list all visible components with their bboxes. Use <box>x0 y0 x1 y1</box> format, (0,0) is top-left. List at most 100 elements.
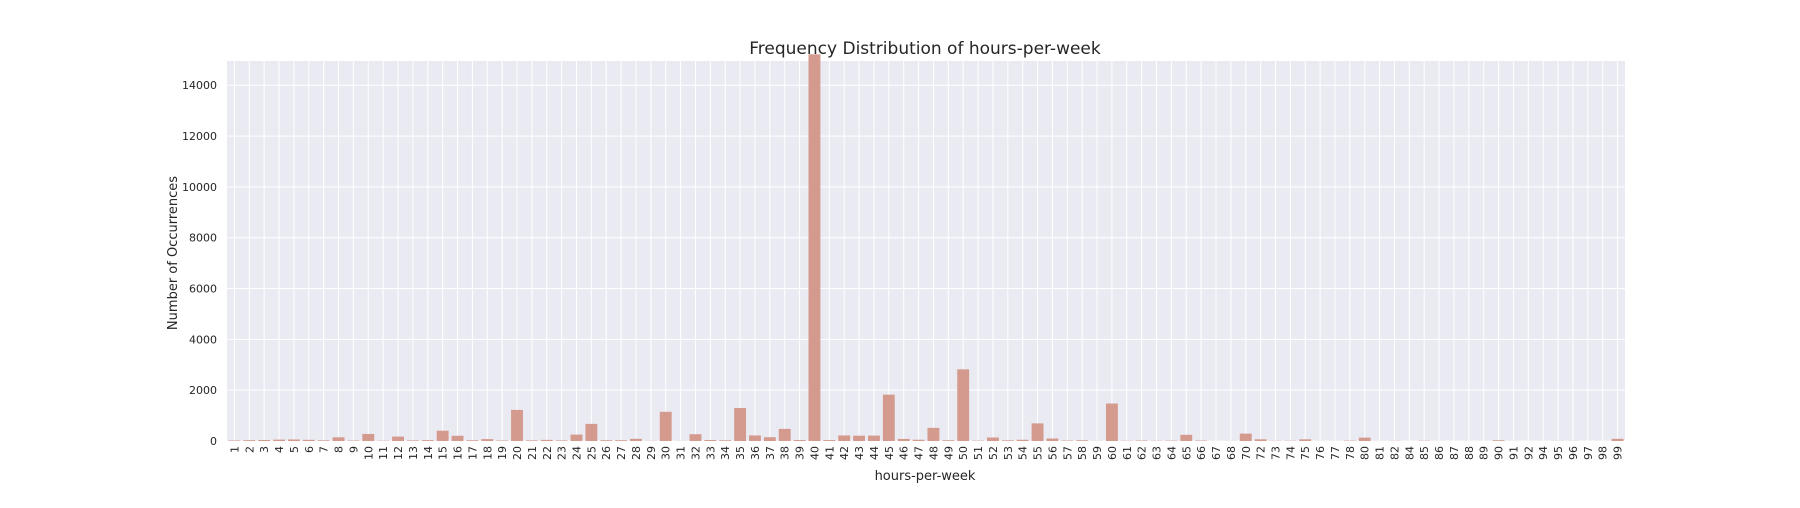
x-tick-label: 98 <box>1597 446 1610 460</box>
bar <box>779 429 791 441</box>
bar <box>704 440 716 441</box>
bar <box>883 395 895 441</box>
x-tick-label: 17 <box>466 446 479 460</box>
x-tick-label: 47 <box>913 446 926 460</box>
bar <box>1032 423 1044 441</box>
x-tick-label: 90 <box>1493 446 1506 460</box>
x-tick-label: 87 <box>1448 446 1461 460</box>
x-tick-label: 45 <box>883 446 896 460</box>
x-tick-label: 52 <box>987 446 1000 460</box>
bar <box>987 437 999 441</box>
x-tick-label: 22 <box>541 446 554 460</box>
y-tick-label: 10000 <box>182 181 217 194</box>
bar <box>318 440 330 441</box>
bar <box>942 440 954 441</box>
x-tick-label: 72 <box>1255 446 1268 460</box>
x-tick-label: 41 <box>823 446 836 460</box>
bar <box>466 440 478 441</box>
x-tick-label: 95 <box>1552 446 1565 460</box>
x-tick-label: 28 <box>630 446 643 460</box>
y-tick-label: 8000 <box>189 232 217 245</box>
x-tick-label: 31 <box>675 446 688 460</box>
bar <box>243 440 255 441</box>
bar <box>734 408 746 441</box>
x-tick-label: 49 <box>942 446 955 460</box>
x-tick-label: 20 <box>511 446 524 460</box>
y-tick-label: 6000 <box>189 283 217 296</box>
bar <box>422 440 434 441</box>
bar <box>809 54 821 441</box>
bar <box>630 439 642 441</box>
x-tick-label: 81 <box>1374 446 1387 460</box>
plot-area <box>227 61 1625 441</box>
bar <box>1299 439 1311 441</box>
bar <box>1493 440 1505 441</box>
x-tick-label: 63 <box>1151 446 1164 460</box>
bar <box>1255 439 1267 441</box>
bar <box>690 434 702 441</box>
bar <box>660 412 672 441</box>
bar <box>511 410 523 441</box>
x-tick-label: 12 <box>392 446 405 460</box>
x-tick-label: 56 <box>1046 446 1059 460</box>
x-tick-label: 16 <box>452 446 465 460</box>
x-tick-label: 32 <box>689 446 702 460</box>
bar <box>571 435 583 441</box>
bar <box>1046 439 1058 441</box>
x-tick-label: 78 <box>1344 446 1357 460</box>
x-tick-label: 55 <box>1032 446 1045 460</box>
x-tick-label: 74 <box>1284 446 1297 460</box>
x-tick-label: 19 <box>496 446 509 460</box>
x-tick-label: 34 <box>719 446 732 460</box>
x-tick-label: 14 <box>422 446 435 460</box>
y-tick-label: 2000 <box>189 384 217 397</box>
x-tick-label: 80 <box>1359 446 1372 460</box>
x-tick-label: 67 <box>1210 446 1223 460</box>
x-tick-label: 53 <box>1002 446 1015 460</box>
bar <box>1076 440 1088 441</box>
x-tick-label: 30 <box>660 446 673 460</box>
x-tick-label: 33 <box>704 446 717 460</box>
x-tick-label: 66 <box>1195 446 1208 460</box>
x-tick-label: 46 <box>898 446 911 460</box>
x-tick-label: 44 <box>868 446 881 460</box>
y-tick-label: 12000 <box>182 130 217 143</box>
bar <box>303 440 315 441</box>
x-tick-label: 10 <box>362 446 375 460</box>
bar <box>764 437 776 441</box>
x-tick-label: 7 <box>318 446 331 453</box>
bar <box>526 440 538 441</box>
x-tick-label: 36 <box>749 446 762 460</box>
x-tick-label: 25 <box>585 446 598 460</box>
y-tick-label: 4000 <box>189 333 217 346</box>
bar <box>541 440 553 441</box>
bar <box>838 435 850 441</box>
x-tick-label: 86 <box>1433 446 1446 460</box>
x-tick-label: 3 <box>258 446 271 453</box>
bar <box>437 431 449 441</box>
x-tick-label: 62 <box>1136 446 1149 460</box>
bar <box>913 440 925 441</box>
x-tick-label: 70 <box>1240 446 1253 460</box>
x-tick-label: 59 <box>1091 446 1104 460</box>
x-tick-label: 85 <box>1418 446 1431 460</box>
x-tick-label: 43 <box>853 446 866 460</box>
x-tick-label: 5 <box>288 446 301 453</box>
x-tick-label: 89 <box>1478 446 1491 460</box>
x-tick-label: 75 <box>1299 446 1312 460</box>
bar <box>452 436 464 441</box>
x-tick-label: 18 <box>481 446 494 460</box>
bar <box>719 440 731 441</box>
bar <box>794 440 806 441</box>
bar <box>615 440 627 441</box>
x-tick-label: 11 <box>377 446 390 460</box>
x-tick-label: 23 <box>556 446 569 460</box>
x-tick-label: 51 <box>972 446 985 460</box>
bar <box>556 440 568 441</box>
x-tick-label: 94 <box>1537 446 1550 460</box>
bar <box>1359 438 1371 441</box>
